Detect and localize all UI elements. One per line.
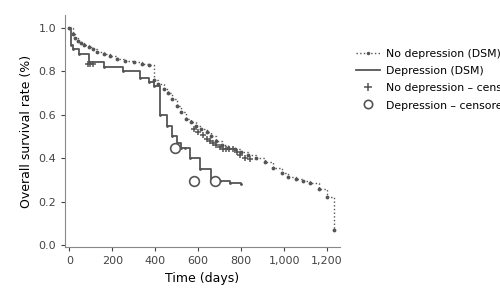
Legend: No depression (DSM), Depression (DSM), No depression – censored, Depression – ce: No depression (DSM), Depression (DSM), N…	[356, 48, 500, 111]
Y-axis label: Overall survival rate (%): Overall survival rate (%)	[20, 54, 32, 207]
X-axis label: Time (days): Time (days)	[166, 272, 240, 285]
